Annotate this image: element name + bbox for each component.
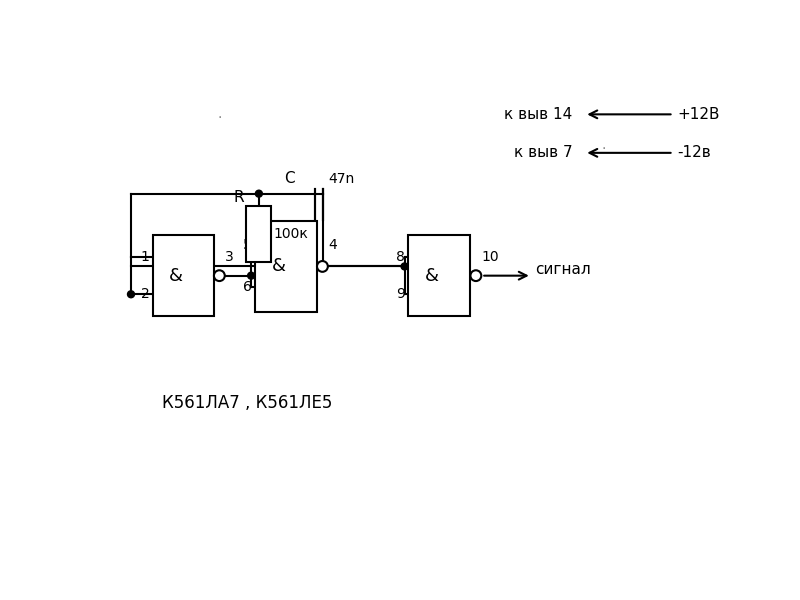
Circle shape [214,270,225,281]
Text: 6: 6 [243,280,252,295]
Text: &: & [425,266,439,284]
Text: к выв 14: к выв 14 [505,107,573,122]
Text: сигнал: сигнал [535,262,591,277]
Text: .: . [218,107,222,121]
Bar [255,221,317,312]
Text: 2: 2 [141,287,150,301]
Circle shape [248,272,254,279]
Text: +12В: +12В [678,107,720,122]
Circle shape [401,263,408,270]
Text: 1: 1 [141,250,150,264]
Bar [246,206,271,262]
Text: 4: 4 [328,238,337,253]
Text: 3: 3 [225,250,234,264]
Text: 47n: 47n [328,172,354,186]
Text: К561ЛА7 , К561ЛЕ5: К561ЛА7 , К561ЛЕ5 [162,394,332,412]
Text: 9: 9 [397,287,406,301]
Text: ·: · [602,142,606,156]
Text: 10: 10 [482,250,499,264]
Bar [409,235,470,316]
Text: к выв 7: к выв 7 [514,145,573,160]
Text: -12в: -12в [678,145,711,160]
Circle shape [127,291,134,298]
Text: 5: 5 [243,238,252,253]
Text: &: & [271,257,286,275]
Circle shape [470,270,482,281]
Text: &: & [169,266,183,284]
Circle shape [255,190,262,197]
Text: 100к: 100к [274,227,309,241]
Text: R: R [234,190,244,205]
Bar [153,235,214,316]
Circle shape [317,261,328,272]
Text: 8: 8 [397,250,406,264]
Text: C: C [284,171,294,186]
